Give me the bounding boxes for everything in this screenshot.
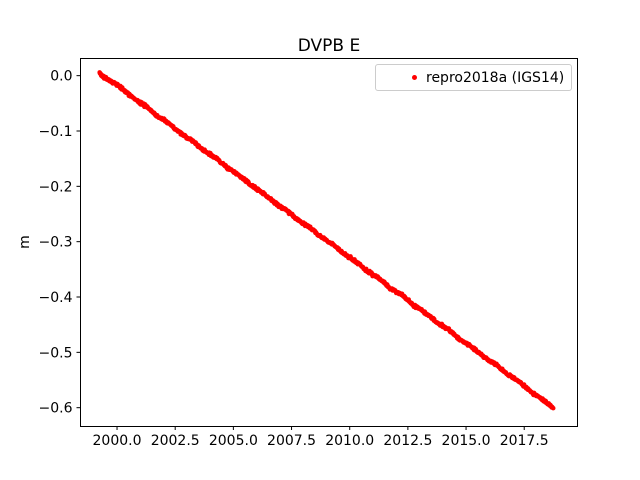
x-tick-label: 2017.5 (500, 433, 549, 449)
y-tick-label: −0.3 (39, 235, 73, 251)
y-tick-label: −0.1 (39, 124, 73, 140)
y-tick-label: −0.2 (39, 179, 73, 195)
y-tick-label: −0.4 (39, 290, 73, 306)
x-tick-label: 2007.5 (267, 433, 316, 449)
legend-dot-icon (412, 75, 417, 80)
plot-area (80, 58, 578, 427)
y-tick-label: 0.0 (50, 69, 72, 85)
x-tick-label: 2002.5 (151, 433, 200, 449)
y-axis-label: m (16, 235, 33, 249)
x-tick-label: 2005.0 (209, 433, 258, 449)
y-tick-label: −0.5 (39, 345, 73, 361)
legend-series-label: repro2018a (IGS14) (426, 69, 565, 86)
x-tick-label: 2015.0 (442, 433, 491, 449)
data-point (551, 406, 556, 411)
y-tick-label: −0.6 (39, 401, 73, 417)
x-tick-label: 2010.0 (325, 433, 374, 449)
x-tick-label: 2000.0 (93, 433, 142, 449)
chart-title: DVPB E (297, 36, 361, 56)
legend: repro2018a (IGS14) (375, 64, 572, 91)
x-tick-label: 2012.5 (383, 433, 432, 449)
